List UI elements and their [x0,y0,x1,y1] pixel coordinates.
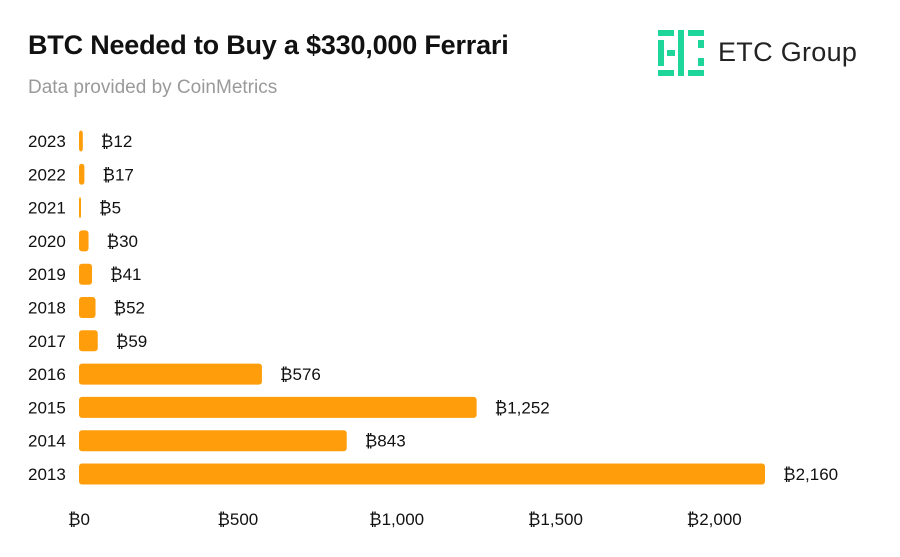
y-label-2014: 2014 [28,432,66,451]
y-label-2021: 2021 [28,199,66,218]
bar-2018 [79,297,96,318]
bar-2016 [79,363,262,385]
bar-2017 [79,330,98,352]
data-label-2021: ₿5 [99,199,121,218]
data-label-2013: ₿2,160 [783,465,838,484]
bars-group [79,130,765,485]
x-tick-1500: ₿1,500 [528,510,583,529]
x-axis-ticks: ₿0 ₿500 ₿1,000 ₿1,500 ₿2,000 [68,510,742,529]
y-label-2017: 2017 [28,332,66,351]
y-label-2016: 2016 [28,365,66,384]
data-label-2022: ₿17 [102,165,134,184]
bar-2019 [79,263,93,285]
y-label-2022: 2022 [28,165,66,184]
y-label-2015: 2015 [28,398,66,417]
x-tick-0: ₿0 [68,510,90,529]
y-label-2019: 2019 [28,265,66,284]
y-label-2023: 2023 [28,132,66,151]
data-label-2020: ₿30 [107,232,138,251]
bar-2021 [79,197,81,219]
bar-2014 [79,430,347,452]
y-label-2013: 2013 [28,465,66,484]
data-label-2019: ₿41 [110,265,142,284]
y-label-2018: 2018 [28,299,66,318]
bar-2022 [79,163,85,185]
etc-group-logo: ETC Group [658,30,873,76]
x-tick-500: ₿500 [217,510,258,529]
chart-subtitle: Data provided by CoinMetrics [28,77,278,98]
data-label-2015: ₿1,252 [495,398,550,417]
data-label-2023: ₿12 [101,132,133,151]
bar-2020 [79,230,89,252]
logo-text: ETC Group [718,37,858,67]
data-label-2016: ₿576 [280,365,321,384]
data-label-2018: ₿52 [114,299,146,318]
x-tick-1000: ₿1,000 [369,510,424,529]
data-label-2014: ₿843 [365,432,406,451]
bar-2013 [79,463,765,485]
y-label-2020: 2020 [28,232,66,251]
y-axis-labels: 2023 2022 2021 2020 2019 2018 2017 2016 2015 2014… [28,132,66,484]
bar-2023 [79,130,83,152]
data-labels: ₿12 ₿17 ₿5 ₿30 ₿41 ₿52 ₿59 ₿576 ₿1,252 ₿843 ₿2,160 [99,132,838,484]
x-tick-2000: ₿2,000 [687,510,742,529]
data-label-2017: ₿59 [116,332,148,351]
chart-title: BTC Needed to Buy a $330,000 Ferrari [28,30,509,60]
bar-2015 [79,396,477,418]
etc-group-logo-icon [658,30,704,76]
